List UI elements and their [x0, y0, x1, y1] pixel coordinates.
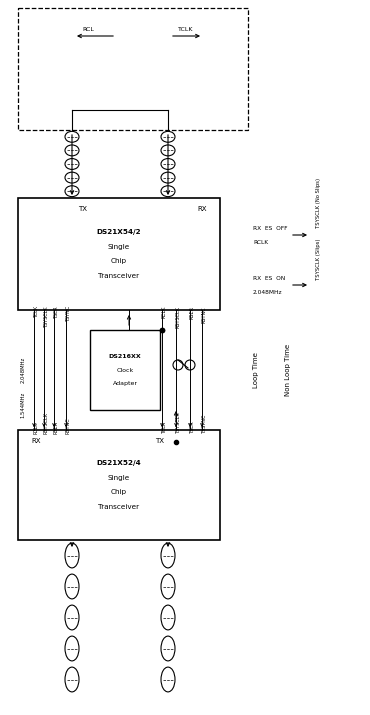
Text: TSSYNC: TSSYNC	[202, 415, 207, 434]
Text: RSYNC: RSYNC	[202, 306, 207, 322]
Text: TSYSCLK: TSYSCLK	[176, 413, 181, 434]
Text: RSER: RSER	[190, 306, 195, 319]
Text: Chip: Chip	[111, 258, 127, 264]
Text: Transceiver: Transceiver	[98, 504, 139, 510]
Text: TCLK: TCLK	[34, 306, 39, 318]
Text: Single: Single	[108, 244, 130, 250]
Text: Non Loop Time: Non Loop Time	[285, 344, 291, 396]
Text: Clock: Clock	[117, 368, 134, 373]
Text: TX: TX	[78, 206, 87, 212]
Text: RCL: RCL	[82, 27, 94, 32]
Text: RX  ES  ON: RX ES ON	[253, 275, 285, 280]
Text: 1.544MHz: 1.544MHz	[20, 392, 26, 418]
Text: Single: Single	[108, 475, 130, 481]
Text: RSYNC: RSYNC	[66, 418, 71, 434]
Text: Chip: Chip	[111, 489, 127, 495]
Text: TCLK: TCLK	[178, 27, 194, 32]
Text: Adapter: Adapter	[112, 380, 138, 385]
Text: RCLK: RCLK	[253, 240, 268, 245]
Text: TSER: TSER	[190, 421, 195, 434]
Text: RX: RX	[197, 206, 207, 212]
Bar	[90, 330, 160, 410]
Text: RX  ES  OFF: RX ES OFF	[253, 225, 287, 230]
Text: TX: TX	[155, 438, 165, 444]
Text: TSER: TSER	[54, 306, 59, 319]
Text: TSYNC: TSYNC	[66, 306, 71, 322]
Text: TCLK: TCLK	[162, 422, 167, 434]
Text: RCLK: RCLK	[162, 306, 167, 318]
Bar	[18, 430, 220, 540]
Text: RCLK: RCLK	[34, 422, 39, 434]
Text: Loop Time: Loop Time	[253, 352, 259, 388]
Text: TSYSCLK (Slips): TSYSCLK (Slips)	[316, 238, 321, 280]
Text: RSYSCLK: RSYSCLK	[176, 306, 181, 328]
Text: TSYSCLK (No Slips): TSYSCLK (No Slips)	[316, 178, 321, 228]
Text: DS21X52/4: DS21X52/4	[97, 460, 141, 466]
Bar	[18, 8, 248, 130]
Text: RX: RX	[31, 438, 41, 444]
Text: Transceiver: Transceiver	[98, 273, 139, 279]
Text: DS21X54/2: DS21X54/2	[97, 229, 141, 235]
Text: RSER: RSER	[54, 421, 59, 434]
Text: DS216XX: DS216XX	[109, 355, 141, 360]
Text: RSYSCLK: RSYSCLK	[44, 412, 49, 434]
Text: 2.048MHz: 2.048MHz	[253, 290, 283, 295]
Bar	[18, 198, 220, 310]
Text: 2.048MHz: 2.048MHz	[20, 357, 26, 383]
Text: TSYSCLK: TSYSCLK	[44, 306, 49, 327]
